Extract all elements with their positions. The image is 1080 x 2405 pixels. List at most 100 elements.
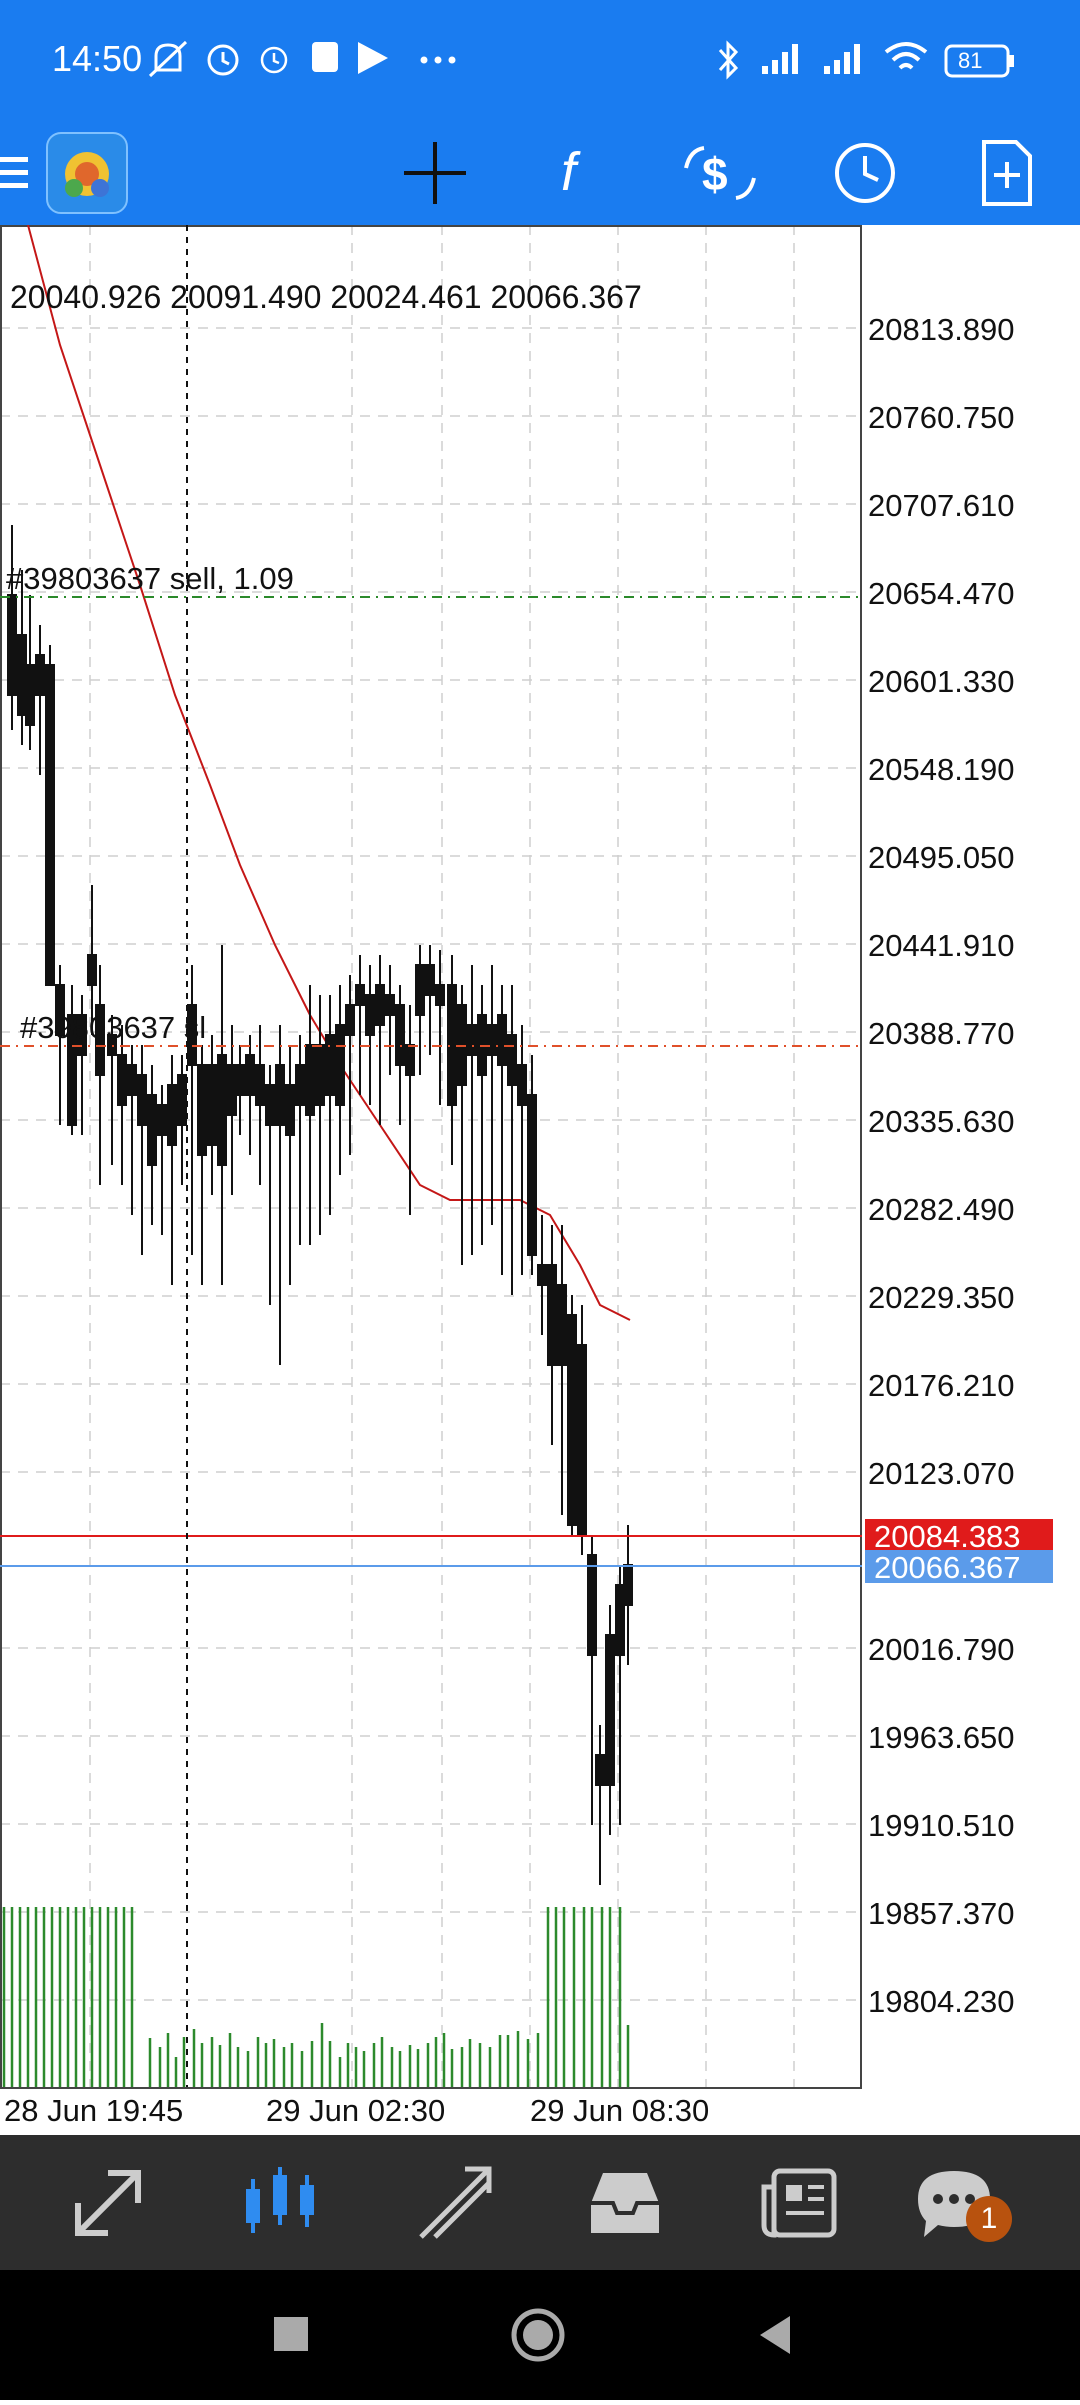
- candle-body: [355, 984, 365, 1006]
- price-axis: 20813.890 20760.750 20707.610 20654.470 2060…: [868, 312, 1015, 2019]
- price-tick-label: 20707.610: [868, 488, 1015, 523]
- price-tick-label: 20813.890: [868, 312, 1015, 347]
- candle-body: [395, 1004, 405, 1066]
- ask-price-tag: [865, 1550, 1053, 1583]
- candle-body: [147, 1094, 157, 1166]
- time-tick-label: 28 Jun 19:45: [4, 2093, 183, 2128]
- alarm-icon: [260, 46, 288, 74]
- price-tick-label: 20495.050: [868, 840, 1015, 875]
- candle-body: [567, 1314, 577, 1526]
- back-icon[interactable]: [760, 2316, 790, 2354]
- candle-body: [507, 1034, 517, 1086]
- time-tick-label: 29 Jun 02:30: [266, 2093, 445, 2128]
- candle-body: [527, 1094, 537, 1256]
- candle-body: [95, 1004, 105, 1076]
- candle-body: [497, 1014, 507, 1066]
- top-toolbar: f $: [0, 120, 1080, 225]
- chart-canvas[interactable]: 20040.926 20091.490 20024.461 20066.367 …: [0, 224, 1080, 2135]
- candle-body: [547, 1264, 557, 1366]
- candle-body: [467, 1024, 477, 1056]
- battery-icon: [944, 44, 1014, 78]
- price-tick-label: 19857.370: [868, 1896, 1015, 1931]
- candle-body: [157, 1104, 167, 1136]
- candle-body: [45, 664, 55, 986]
- system-navigation: [0, 2270, 1080, 2400]
- quotes-icon[interactable]: [48, 2135, 168, 2270]
- time-tick-label: 29 Jun 08:30: [530, 2093, 709, 2128]
- candle-body: [265, 1084, 275, 1126]
- candle-body: [557, 1284, 567, 1366]
- indicator-icon[interactable]: f: [545, 120, 615, 225]
- candle-body: [405, 1044, 415, 1076]
- bottom-navigation: [0, 2135, 1080, 2270]
- chart-frame: [0, 225, 862, 2089]
- history-icon[interactable]: [565, 2135, 685, 2270]
- candle-body: [55, 984, 65, 1036]
- price-tick-label: 20548.190: [868, 752, 1015, 787]
- status-bar: 14:50 81: [0, 0, 1080, 120]
- ohlc-readout: 20040.926 20091.490 20024.461 20066.367: [10, 279, 642, 315]
- price-chart[interactable]: 20040.926 20091.490 20024.461 20066.367 …: [0, 224, 1080, 2135]
- svg-text:f: f: [561, 142, 581, 202]
- timeframe-icon[interactable]: [830, 120, 900, 225]
- price-tick-label: 20282.490: [868, 1192, 1015, 1227]
- candle-body: [615, 1584, 625, 1656]
- new-order-icon[interactable]: [972, 120, 1042, 225]
- price-tick-label: 20229.350: [868, 1280, 1015, 1315]
- symbol-change-icon[interactable]: $: [680, 120, 760, 225]
- candles: [7, 525, 633, 1885]
- candle-body: [375, 984, 385, 1026]
- price-tick-label: 20760.750: [868, 400, 1015, 435]
- signal-icon: [762, 44, 798, 74]
- candle-body: [197, 1064, 207, 1156]
- alarm-icon: [207, 44, 239, 76]
- recents-icon[interactable]: [274, 2317, 308, 2351]
- news-icon[interactable]: [740, 2135, 860, 2270]
- svg-text:$: $: [702, 148, 728, 200]
- candle-body: [127, 1064, 137, 1096]
- candle-body: [595, 1754, 605, 1786]
- candle-body: [325, 1034, 335, 1096]
- bid-price-tag: [865, 1519, 1053, 1552]
- candle-body: [67, 1014, 77, 1126]
- candle-body: [87, 954, 97, 986]
- price-tick-label: 20176.210: [868, 1368, 1015, 1403]
- price-tick-label: 20441.910: [868, 928, 1015, 963]
- candle-body: [77, 1014, 87, 1056]
- candle-body: [415, 964, 425, 1016]
- wifi-icon: [884, 42, 928, 70]
- chart-icon[interactable]: [220, 2135, 340, 2270]
- order-label: #39803637 sell, 1.09: [6, 561, 294, 596]
- candle-body: [207, 1064, 217, 1146]
- candle-body: [517, 1064, 527, 1106]
- messages-badge: 1: [966, 2196, 1012, 2242]
- bluetooth-icon: [718, 40, 739, 80]
- candle-body: [537, 1264, 547, 1286]
- price-tick-label: 19963.650: [868, 1720, 1015, 1755]
- menu-icon[interactable]: [0, 120, 30, 225]
- mute-icon: [148, 40, 188, 78]
- sl-label: #39803637 sl: [20, 1010, 206, 1045]
- candle-body: [385, 994, 395, 1016]
- price-tick-label: 20601.330: [868, 664, 1015, 699]
- trade-icon[interactable]: [395, 2135, 515, 2270]
- price-tick-label: 20335.630: [868, 1104, 1015, 1139]
- candle-body: [25, 664, 35, 726]
- price-tick-label: 20388.770: [868, 1016, 1015, 1051]
- app-logo-icon[interactable]: [46, 120, 128, 225]
- price-tick-label: 19910.510: [868, 1808, 1015, 1843]
- home-icon[interactable]: [511, 2308, 565, 2362]
- price-tick-label: 20016.790: [868, 1632, 1015, 1667]
- candle-body: [227, 1064, 237, 1116]
- crosshair-icon[interactable]: [400, 120, 470, 225]
- price-tick-label: 19804.230: [868, 1984, 1015, 2019]
- candle-body: [117, 1054, 127, 1106]
- candle-body: [285, 1084, 295, 1136]
- candle-body: [177, 1074, 187, 1126]
- status-time: 14:50: [52, 38, 143, 79]
- status-icons: [148, 40, 1014, 80]
- more-icon: [420, 56, 456, 64]
- pay-icon: [312, 42, 338, 72]
- bid-price-label: 20084.383: [874, 1519, 1021, 1554]
- candle-body: [167, 1084, 177, 1146]
